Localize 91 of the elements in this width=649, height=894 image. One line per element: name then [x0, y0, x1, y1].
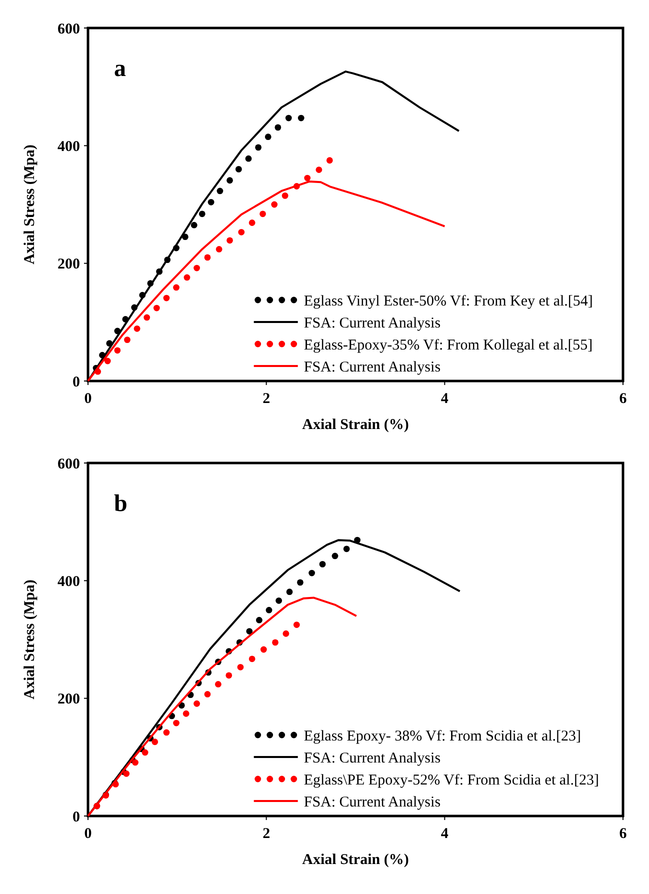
point — [124, 336, 130, 344]
point — [276, 597, 282, 604]
point — [260, 210, 266, 218]
legend-label: Eglass Vinyl Ester-50% Vf: From Key et al.[54] — [304, 293, 593, 310]
x-axis-title: Axial Strain (%) — [302, 852, 409, 868]
y-tick-label: 600 — [58, 456, 80, 472]
annotation: a — [114, 56, 126, 82]
point — [184, 274, 190, 281]
x-tick-label: 6 — [619, 826, 628, 842]
point — [226, 177, 233, 184]
point — [332, 552, 338, 560]
point — [226, 237, 233, 244]
point — [237, 664, 244, 670]
point — [271, 201, 278, 208]
y-tick-label: 400 — [58, 574, 80, 590]
point — [266, 606, 272, 614]
point — [246, 628, 253, 634]
x-tick-label: 0 — [84, 826, 92, 842]
point — [194, 264, 200, 272]
point — [226, 672, 232, 679]
x-tick-label: 0 — [84, 391, 92, 407]
point — [248, 220, 256, 226]
legend-label: Eglass Epoxy- 38% Vf: From Scidia et al.[23] — [304, 728, 582, 744]
legend-label: FSA: Current Analysis — [304, 315, 441, 332]
point — [238, 228, 245, 236]
x-tick-label: 2 — [262, 391, 270, 407]
point — [216, 246, 222, 252]
point — [298, 114, 304, 122]
point — [316, 166, 322, 173]
point — [286, 588, 293, 596]
y-tick-label: 400 — [58, 138, 80, 155]
point — [198, 210, 206, 218]
x-tick-label: 2 — [262, 826, 270, 842]
point — [152, 738, 158, 746]
point — [194, 700, 200, 707]
point — [123, 770, 130, 777]
point — [285, 114, 292, 122]
annotation: b — [114, 491, 128, 517]
point — [153, 304, 160, 312]
point — [173, 284, 180, 291]
point — [134, 325, 140, 332]
y-tick-label: 200 — [58, 256, 80, 273]
y-tick-label: 600 — [58, 21, 80, 38]
point — [245, 155, 252, 162]
y-tick-label: 200 — [58, 692, 80, 708]
x-tick-label: 4 — [440, 826, 449, 842]
point — [260, 646, 267, 653]
legend-label: Eglass\PE Epoxy-52% Vf: From Scidia et al.[23] — [304, 772, 599, 788]
point — [132, 759, 138, 766]
x-axis-title: Axial Strain (%) — [302, 417, 409, 433]
point — [163, 294, 170, 302]
point — [319, 560, 326, 568]
point — [343, 546, 350, 552]
y-tick-label: 0 — [72, 809, 80, 826]
point — [142, 749, 148, 756]
point — [214, 681, 222, 688]
point — [216, 188, 224, 194]
point — [182, 710, 190, 717]
point — [208, 198, 214, 206]
point — [297, 579, 304, 586]
point — [248, 656, 256, 662]
point — [326, 157, 333, 164]
x-tick-label: 6 — [619, 391, 628, 407]
point — [274, 124, 282, 131]
point — [104, 358, 111, 364]
point — [308, 570, 316, 576]
point — [255, 144, 262, 151]
legend-label: FSA: Current Analysis — [304, 794, 441, 810]
y-tick-label: 0 — [72, 374, 80, 390]
point — [235, 166, 242, 172]
point — [272, 639, 278, 646]
point — [282, 192, 288, 199]
point — [144, 314, 150, 321]
y-axis-title: Axial Stress (Mpa) — [22, 144, 38, 264]
point — [264, 134, 272, 140]
point — [173, 720, 180, 726]
point — [304, 174, 311, 182]
point — [163, 729, 170, 736]
legend-label: FSA: Current Analysis — [304, 359, 441, 376]
point — [114, 347, 121, 354]
x-tick-label: 4 — [440, 391, 449, 407]
legend-label: Eglass-Epoxy-35% Vf: From Kollegal et al.[55] — [304, 337, 593, 354]
point — [204, 691, 211, 698]
point — [293, 622, 300, 628]
point — [204, 254, 211, 261]
point — [182, 234, 188, 240]
legend-label: FSA: Current Analysis — [304, 750, 441, 766]
point — [256, 616, 262, 624]
point — [282, 630, 290, 637]
y-axis-title: Axial Stress (Mpa) — [22, 580, 38, 700]
point — [190, 222, 198, 228]
